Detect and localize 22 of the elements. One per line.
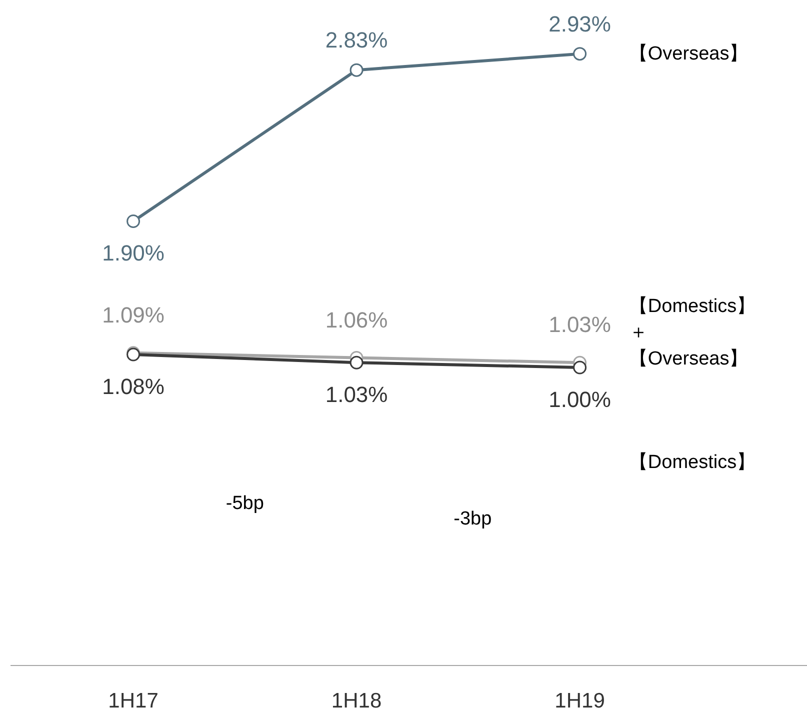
x-tick-label: 1H19 [554, 690, 605, 712]
x-tick-label: 1H17 [108, 690, 158, 712]
data-label: 1.08% [102, 374, 164, 399]
data-label: 1.03% [325, 382, 388, 408]
text: 【Domestics】 [628, 452, 756, 474]
text: 【Domestics】＋【Overseas】 [628, 296, 756, 370]
data-label: 1.03% [548, 312, 611, 338]
point [126, 214, 140, 228]
text: 【Overseas】 [628, 43, 748, 64]
data-label: 1.06% [325, 307, 388, 332]
point [350, 356, 364, 370]
point [573, 47, 587, 61]
point [573, 360, 587, 374]
data-label: 2.93% [548, 11, 611, 36]
text: -5bp [226, 492, 264, 514]
data-label: 1.09% [102, 302, 164, 328]
text: -3bp [454, 508, 492, 530]
point [350, 63, 364, 77]
x-tick-label: 1H18 [331, 690, 382, 712]
data-label: 2.83% [325, 28, 388, 53]
data-label: 1.90% [102, 240, 164, 266]
data-label: 1.00% [548, 387, 611, 412]
